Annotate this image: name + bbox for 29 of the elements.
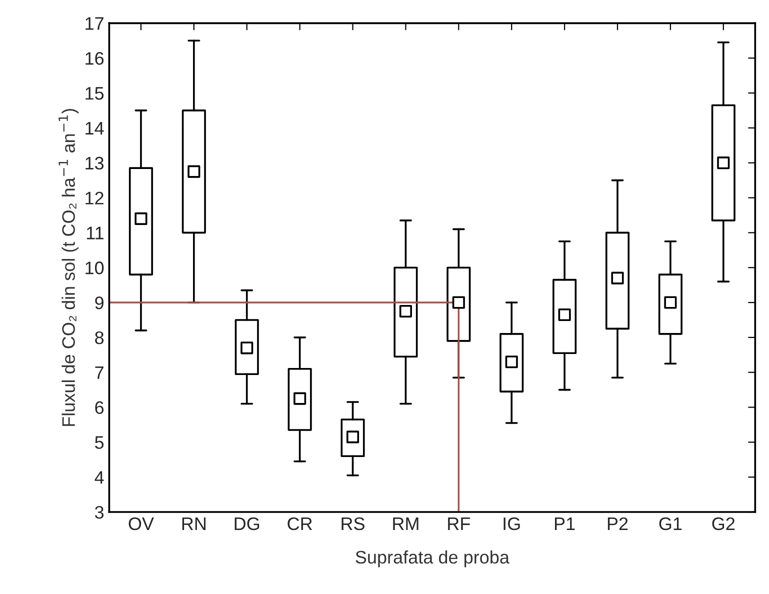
x-tick-label: G2 [712, 517, 735, 530]
x-tick-label: RM [393, 518, 418, 530]
x-tick-label: IG [504, 517, 520, 530]
y-tick-label: 14 [86, 122, 104, 134]
x-tick-label: CR [288, 517, 312, 530]
y-tick-label: 4 [94, 471, 104, 484]
x-tick-label: DG [234, 517, 260, 530]
y-tick-label: 6 [95, 401, 104, 414]
y-tick-label: 16 [86, 52, 104, 65]
y-tick-label: 12 [86, 192, 104, 204]
x-tick-label: RS [342, 517, 364, 530]
x-axis-title: Suprafata de proba [356, 550, 510, 568]
y-tick-label: 5 [95, 436, 104, 449]
x-tick-label: G1 [659, 517, 682, 530]
y-tick-label: 9 [95, 296, 104, 310]
x-tick-label: P1 [554, 518, 575, 530]
x-tick-label: P2 [608, 517, 628, 530]
x-tick-label: RF [448, 518, 470, 530]
y-tick-label: 10 [86, 262, 104, 274]
y-axis-title: Fluxul de CO₂ din sol (t CO₂ ha$^{−1}$ an$^{−1}$) [58, 108, 79, 426]
y-tick-label: 15 [86, 87, 104, 100]
y-tick-label: 17 [86, 17, 104, 30]
y-tick-label: 8 [95, 331, 104, 344]
x-tick-label: RN [182, 518, 206, 530]
y-tick-label: 3 [94, 506, 104, 519]
y-tick-label: 7 [95, 366, 104, 379]
y-tick-label: 11 [86, 226, 104, 240]
x-tick-label: OV [128, 517, 154, 530]
y-tick-label: 13 [86, 156, 104, 170]
